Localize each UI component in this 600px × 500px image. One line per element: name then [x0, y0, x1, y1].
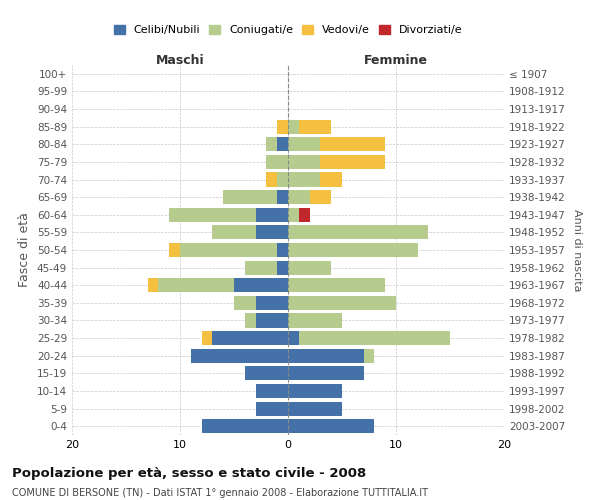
Bar — [288, 384, 342, 398]
Bar — [256, 314, 288, 328]
Bar — [256, 384, 288, 398]
Bar — [256, 296, 288, 310]
Bar — [288, 296, 396, 310]
Bar — [288, 366, 364, 380]
Bar — [256, 226, 288, 239]
Bar — [277, 190, 288, 204]
Bar — [288, 208, 299, 222]
Bar — [288, 243, 418, 257]
Bar — [277, 172, 288, 186]
Bar — [191, 348, 288, 363]
Bar — [320, 172, 342, 186]
Bar — [288, 260, 331, 274]
Bar — [288, 402, 342, 415]
Bar — [277, 243, 288, 257]
Bar — [245, 260, 277, 274]
Bar — [256, 402, 288, 415]
Bar — [212, 331, 288, 345]
Bar — [288, 172, 320, 186]
Bar — [288, 120, 299, 134]
Bar — [169, 243, 180, 257]
Bar — [277, 260, 288, 274]
Bar — [202, 419, 288, 433]
Text: Popolazione per età, sesso e stato civile - 2008: Popolazione per età, sesso e stato civil… — [12, 468, 366, 480]
Bar — [288, 348, 364, 363]
Bar — [299, 331, 450, 345]
Bar — [266, 155, 288, 169]
Bar — [288, 278, 385, 292]
Text: Femmine: Femmine — [364, 54, 428, 67]
Bar — [288, 155, 320, 169]
Bar — [256, 208, 288, 222]
Bar — [288, 190, 310, 204]
Bar — [364, 348, 374, 363]
Bar — [202, 331, 212, 345]
Bar — [169, 208, 256, 222]
Bar — [299, 208, 310, 222]
Bar — [245, 366, 288, 380]
Bar — [234, 278, 288, 292]
Y-axis label: Anni di nascita: Anni di nascita — [572, 209, 582, 291]
Bar — [245, 314, 256, 328]
Bar — [288, 137, 320, 152]
Text: COMUNE DI BERSONE (TN) - Dati ISTAT 1° gennaio 2008 - Elaborazione TUTTITALIA.IT: COMUNE DI BERSONE (TN) - Dati ISTAT 1° g… — [12, 488, 428, 498]
Bar — [277, 120, 288, 134]
Bar — [277, 137, 288, 152]
Bar — [288, 419, 374, 433]
Bar — [288, 226, 428, 239]
Bar — [288, 314, 342, 328]
Text: Maschi: Maschi — [155, 54, 205, 67]
Legend: Celibi/Nubili, Coniugati/e, Vedovi/e, Divorziati/e: Celibi/Nubili, Coniugati/e, Vedovi/e, Di… — [112, 22, 464, 38]
Bar — [158, 278, 234, 292]
Y-axis label: Fasce di età: Fasce di età — [19, 212, 31, 288]
Bar — [320, 137, 385, 152]
Bar — [212, 226, 256, 239]
Bar — [148, 278, 158, 292]
Bar — [320, 155, 385, 169]
Bar — [180, 243, 277, 257]
Bar — [223, 190, 277, 204]
Bar — [299, 120, 331, 134]
Bar — [266, 172, 277, 186]
Bar — [310, 190, 331, 204]
Bar — [234, 296, 256, 310]
Bar — [288, 331, 299, 345]
Bar — [266, 137, 277, 152]
